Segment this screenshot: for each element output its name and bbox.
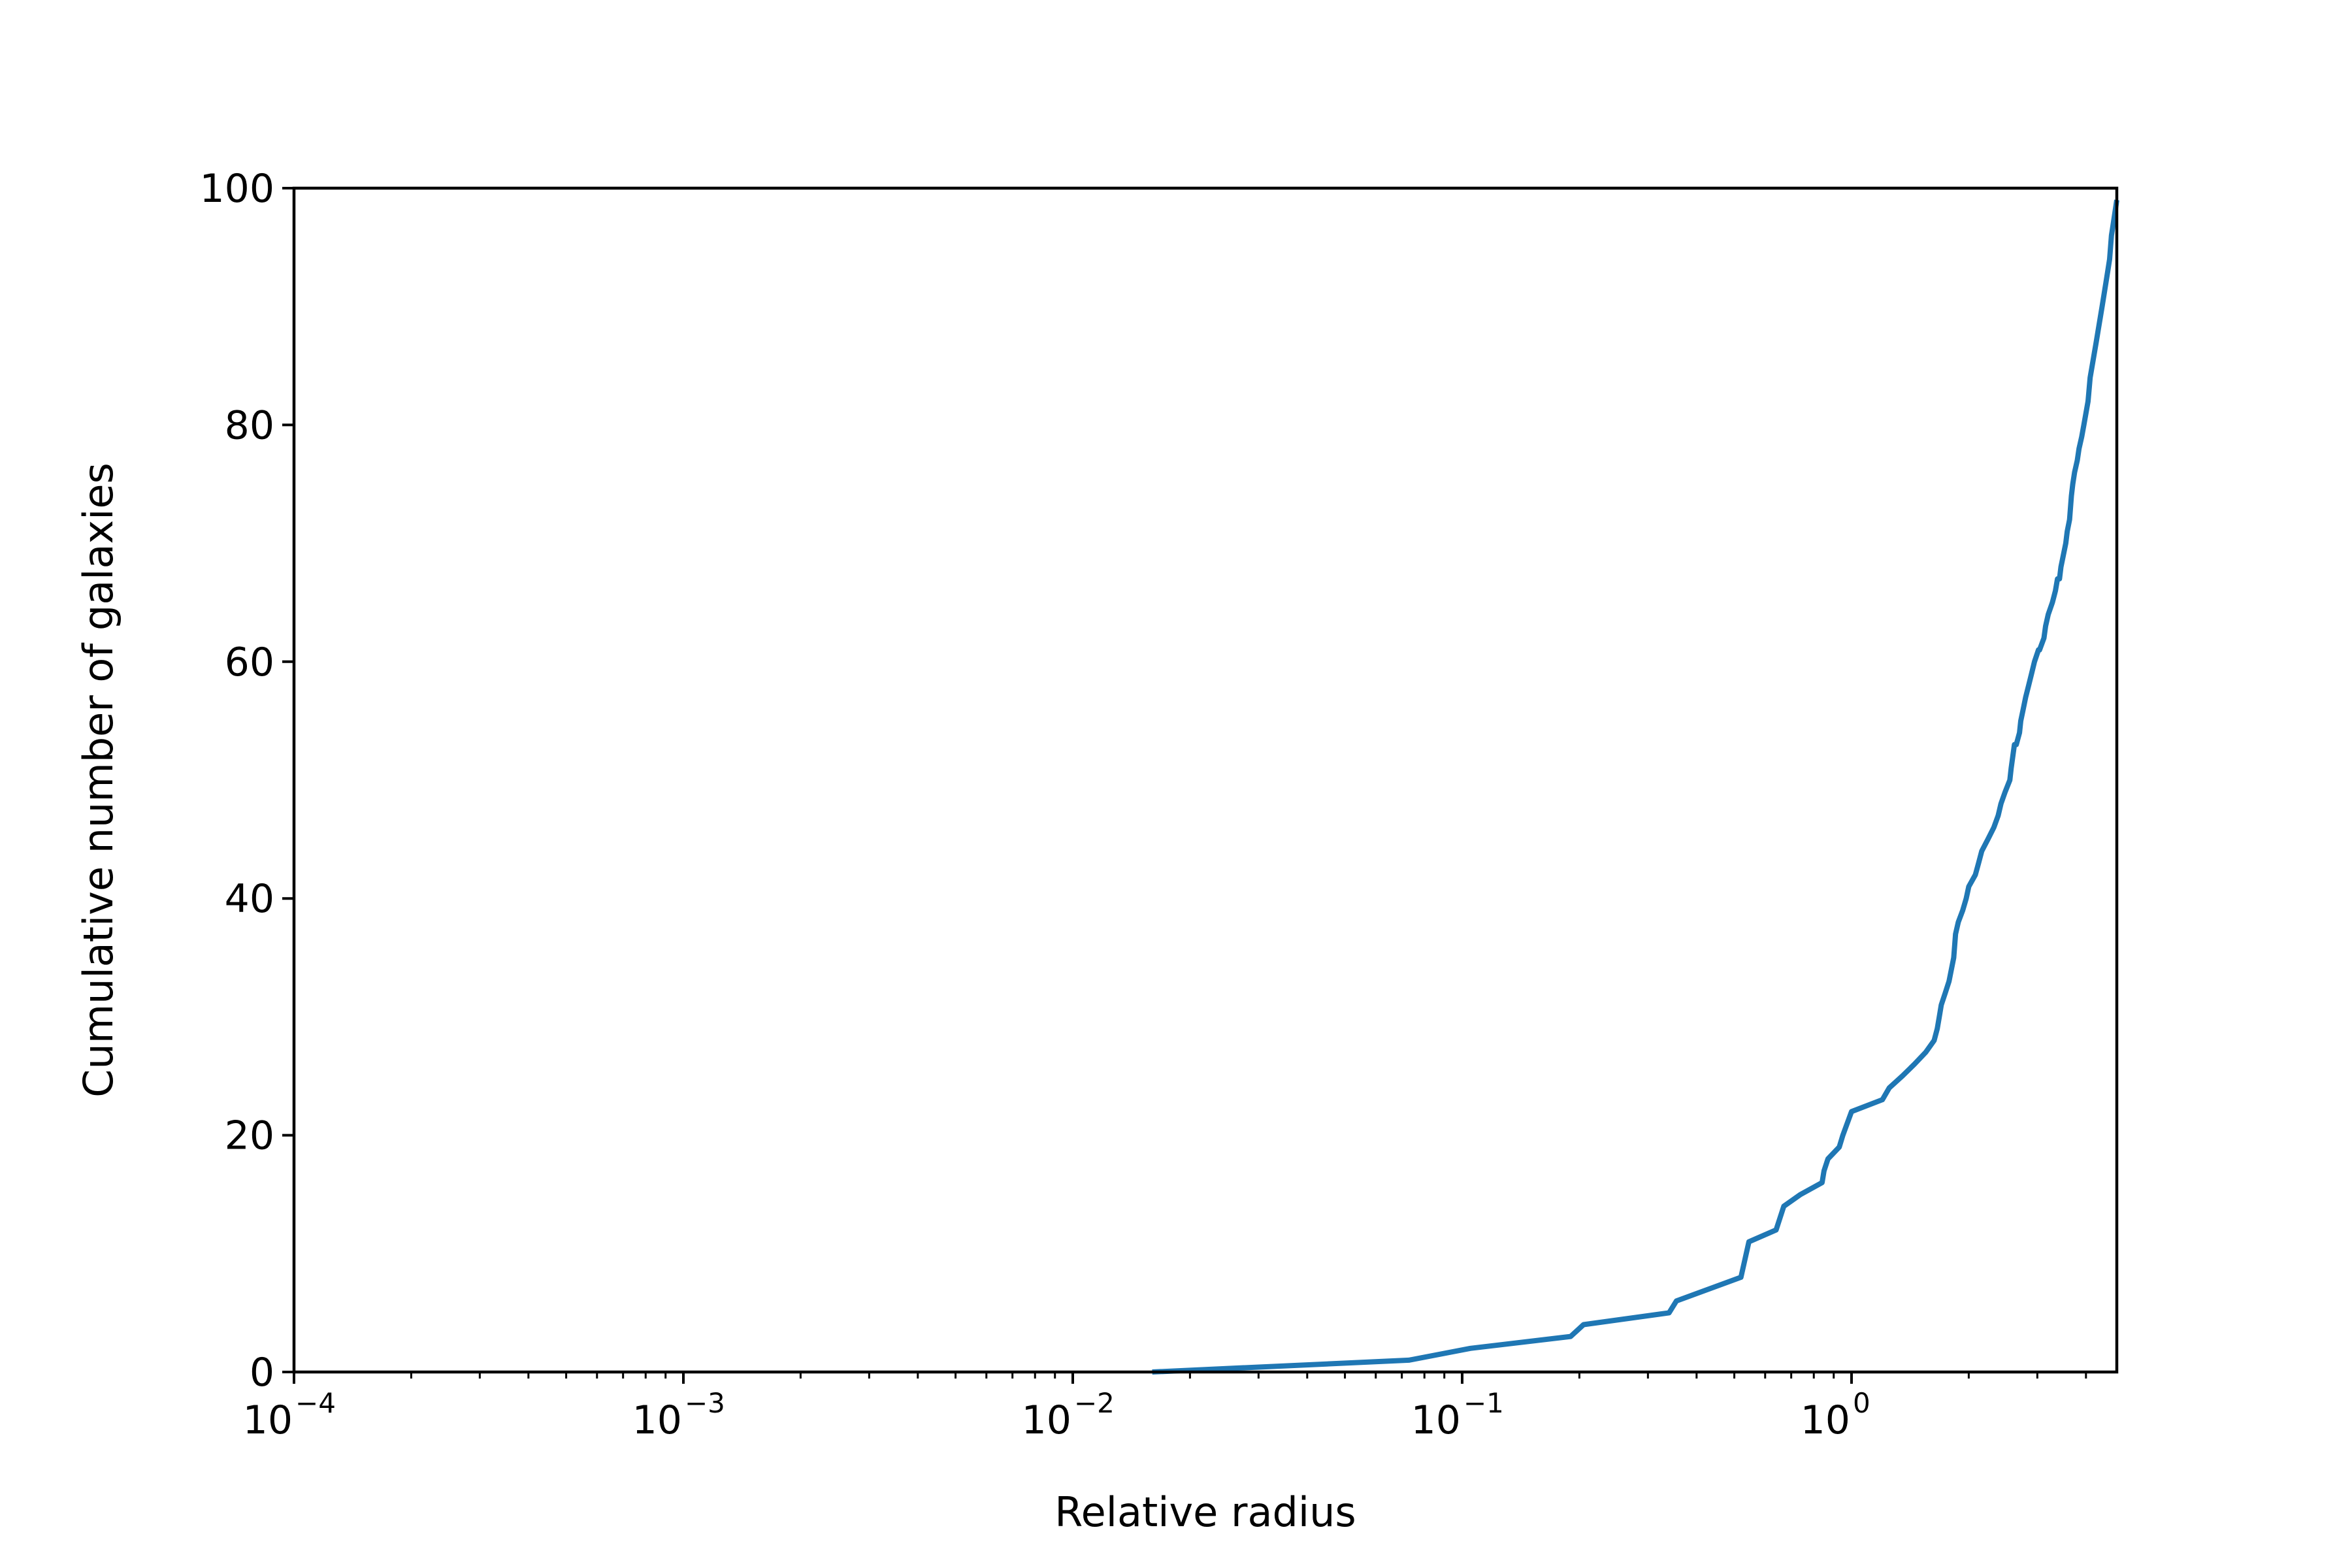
y-tick-label: 100 — [199, 166, 274, 212]
x-tick-label: 10 −4 — [243, 1387, 336, 1443]
x-tick-base: 10 — [1411, 1397, 1461, 1443]
x-tick-base: 10 — [1022, 1397, 1071, 1443]
x-tick-label: 10 0 — [1801, 1387, 1870, 1443]
x-tick-exponent: 0 — [1853, 1387, 1870, 1419]
x-axis-label: Relative radius — [1054, 1488, 1356, 1536]
y-tick-label: 40 — [225, 876, 274, 922]
y-axis-label: Cumulative number of galaxies — [74, 463, 122, 1098]
y-tick-label: 60 — [225, 640, 274, 685]
x-tick-label: 10 −1 — [1411, 1387, 1504, 1443]
x-tick-base: 10 — [243, 1397, 293, 1443]
y-tick-label: 80 — [225, 402, 274, 448]
y-tick-label: 20 — [225, 1113, 274, 1159]
x-tick-exponent: −3 — [685, 1387, 725, 1419]
x-tick-base: 10 — [1801, 1397, 1850, 1443]
axes-frame — [292, 186, 2119, 1374]
x-tick-exponent: −4 — [295, 1387, 336, 1419]
series-line — [1152, 199, 2119, 1375]
x-tick-exponent: −2 — [1074, 1387, 1115, 1419]
x-tick-base: 10 — [632, 1397, 682, 1443]
x-tick-exponent: −1 — [1463, 1387, 1504, 1419]
x-tick-label: 10 −2 — [1022, 1387, 1115, 1443]
plot-area — [1152, 199, 2119, 1375]
y-tick-label: 0 — [250, 1350, 274, 1396]
x-tick-label: 10 −3 — [632, 1387, 725, 1443]
